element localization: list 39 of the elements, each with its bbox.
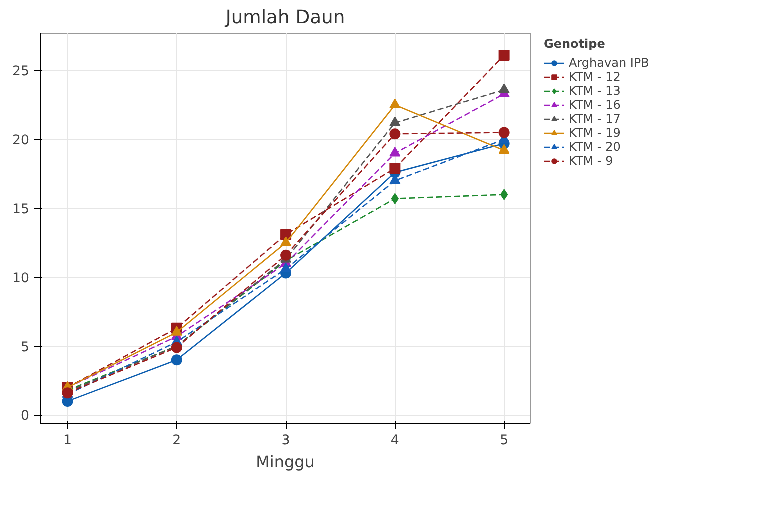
point [390,147,401,157]
legend-label: KTM - 9 [569,154,614,168]
legend-label: KTM - 16 [569,98,622,112]
x-tick-label: 4 [390,434,400,448]
point [280,236,292,246]
point [390,98,401,109]
chart-title: Jumlah Daun [224,8,346,28]
x-tick-label: 3 [282,434,290,448]
legend-title: Genotipe [544,37,606,51]
point [391,193,400,204]
legend-label: KTM - 19 [569,126,622,140]
legend-label: KTM - 20 [569,140,622,154]
y-tick-label: 0 [21,409,30,424]
point [498,127,510,138]
y-tick-label: 5 [21,340,30,356]
legend-label: Arghavan IPB [569,56,650,70]
point [171,354,182,366]
x-tick-label: 5 [500,434,509,448]
x-tick-label: 1 [64,434,72,448]
point [390,174,401,184]
point [498,144,510,154]
point [280,250,292,261]
x-tick-label: 2 [172,434,182,448]
point [498,84,510,94]
point [500,189,508,200]
point [390,128,401,140]
point [390,163,401,174]
point [498,50,510,62]
point [280,262,292,273]
legend-label: KTM - 13 [569,84,622,98]
y-tick-label: 25 [12,64,30,80]
y-tick-label: 15 [12,202,30,218]
x-axis-title: Minggu [256,452,315,472]
legend-label: KTM - 17 [569,112,622,126]
y-tick-label: 10 [12,271,30,286]
y-tick-label: 20 [12,134,30,149]
point [171,326,182,336]
legend-label: KTM - 12 [569,70,622,84]
point [390,116,401,126]
